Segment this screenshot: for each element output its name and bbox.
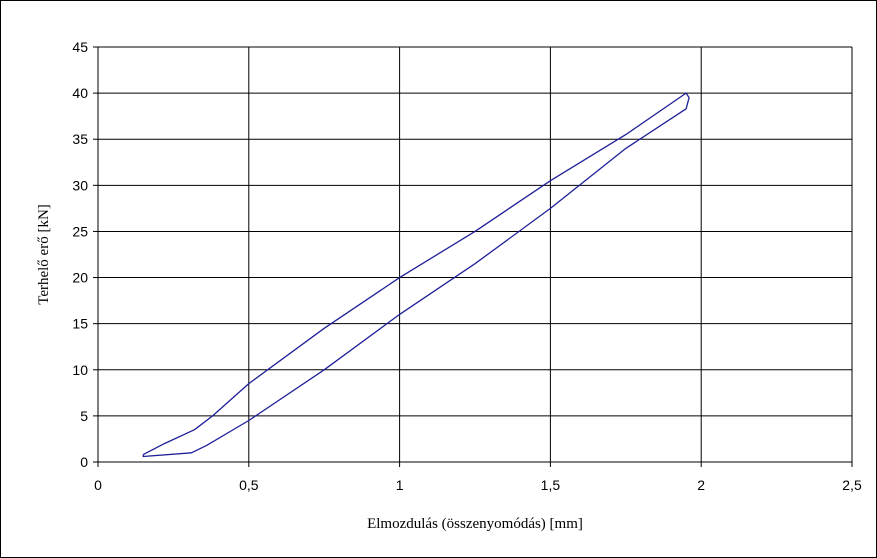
- x-tick-label: 1,5: [541, 477, 561, 493]
- x-tick-label: 2: [697, 477, 705, 493]
- x-axis-title: Elmozdulás (összenyomódás) [mm]: [367, 516, 583, 532]
- y-tick-label: 25: [72, 223, 88, 239]
- x-tick-label: 0,5: [239, 477, 259, 493]
- series-group: [142, 92, 690, 458]
- y-tick-label: 30: [72, 177, 88, 193]
- y-tick-label: 10: [72, 362, 88, 378]
- series-line: [142, 92, 690, 458]
- y-tick-label: 35: [72, 131, 88, 147]
- x-tick-label: 0: [94, 477, 102, 493]
- tick-labels: 0 5 10 15 20 25 30 35 40 45 0 0,5 1 1,5 2 2,5: [72, 39, 862, 493]
- axes: [93, 46, 853, 467]
- y-tick-label: 5: [80, 408, 88, 424]
- y-tick-label: 40: [72, 85, 88, 101]
- x-tick-label: 2,5: [842, 477, 862, 493]
- y-tick-label: 20: [72, 270, 88, 286]
- y-tick-label: 15: [72, 316, 88, 332]
- plot-area: [98, 47, 852, 462]
- grid-lines: [98, 46, 853, 462]
- y-axis-title: Terhelő erő [kN]: [36, 204, 52, 305]
- y-tick-label: 45: [72, 39, 88, 55]
- x-tick-label: 1: [396, 477, 404, 493]
- y-tick-label: 0: [80, 454, 88, 470]
